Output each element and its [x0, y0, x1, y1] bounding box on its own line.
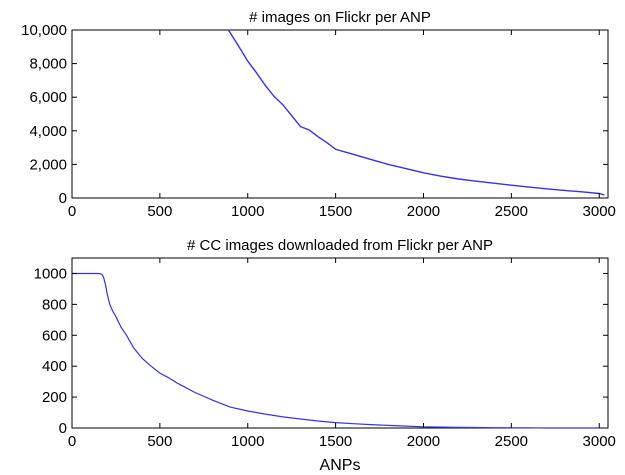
bottom-chart-y-tick-label: 600: [42, 327, 67, 344]
top-chart-x-tick-label: 1500: [319, 203, 352, 220]
bottom-chart: # CC images downloaded from Flickr per A…: [34, 237, 616, 474]
top-chart-x-tick-label: 0: [68, 203, 76, 220]
bottom-chart-frame: [71, 257, 609, 429]
bottom-chart-y-tick-label: 1000: [34, 265, 67, 282]
bottom-chart-title: # CC images downloaded from Flickr per A…: [187, 237, 493, 254]
top-chart-title: # images on Flickr per ANP: [249, 9, 431, 26]
bottom-chart-x-tick-label: 2500: [495, 433, 528, 450]
top-chart-y-tick-label: 2,000: [29, 156, 67, 173]
top-chart-x-tick-label: 3000: [583, 203, 616, 220]
bottom-chart-series-line: [72, 272, 600, 429]
bottom-chart-y-ticks: 0 200 400 600 800 1000: [34, 265, 608, 437]
bottom-chart-y-tick-label: 800: [42, 296, 67, 313]
bottom-chart-x-axis-label: ANPs: [320, 457, 361, 474]
bottom-chart-x-tick-label: 500: [147, 433, 172, 450]
bottom-chart-y-tick-label: 0: [59, 420, 67, 437]
top-chart-x-tick-label: 500: [147, 203, 172, 220]
top-chart-y-tick-label: 0: [59, 190, 67, 207]
top-chart-y-tick-label: 8,000: [29, 56, 67, 73]
bottom-chart-x-tick-label: 1000: [231, 433, 264, 450]
bottom-chart-x-tick-label: 3000: [583, 433, 616, 450]
bottom-chart-x-tick-label: 2000: [407, 433, 440, 450]
top-chart-y-tick-label: 6,000: [29, 89, 67, 106]
bottom-chart-y-tick-label: 200: [42, 389, 67, 406]
top-chart-x-tick-label: 2000: [407, 203, 440, 220]
bottom-chart-x-ticks: 0 500 1000 1500 2000 2500 3000: [68, 258, 616, 450]
bottom-chart-x-tick-label: 1500: [319, 433, 352, 450]
top-chart-y-tick-label: 4,000: [29, 123, 67, 140]
top-chart-y-ticks: 0 2,000 4,000 6,000 8,000 10,000: [21, 22, 608, 207]
top-chart-y-tick-label: 10,000: [21, 22, 67, 39]
top-chart-x-tick-label: 1000: [231, 203, 264, 220]
bottom-chart-x-tick-label: 0: [68, 433, 76, 450]
top-chart-series-line: [227, 29, 605, 196]
bottom-chart-y-tick-label: 400: [42, 358, 67, 375]
top-chart: # images on Flickr per ANP 0 500 1000 1500 2…: [21, 9, 616, 220]
top-chart-x-ticks: 0 500 1000 1500 2000 2500 3000: [68, 30, 616, 220]
top-chart-x-tick-label: 2500: [495, 203, 528, 220]
top-chart-frame: [71, 29, 609, 199]
